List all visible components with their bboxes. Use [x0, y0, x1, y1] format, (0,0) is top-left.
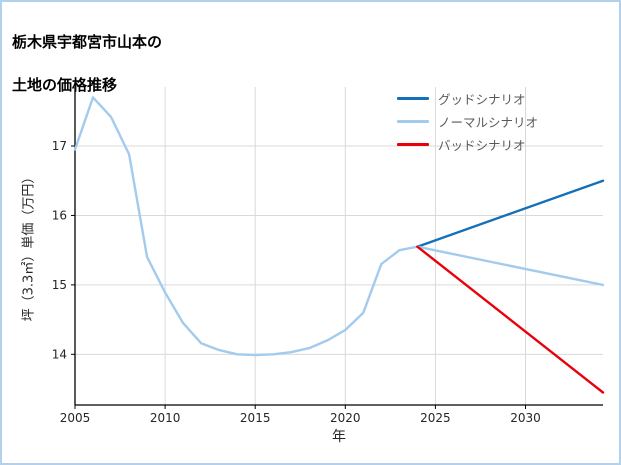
legend: グッドシナリオ ノーマルシナリオ バッドシナリオ	[397, 92, 539, 153]
x-tick-label: 2020	[330, 411, 361, 425]
legend-item-bad-scenario: バッドシナリオ	[397, 138, 538, 153]
normal-scenario-line-swatch	[397, 120, 429, 123]
y-tick-label: 15	[52, 278, 67, 292]
x-tick-label: 2025	[420, 411, 451, 425]
y-axis-label: 坪（3.3㎡）単価（万円）	[21, 170, 37, 322]
bad-scenario-line	[416, 245, 605, 394]
chart-title-line-1: 栃木県宇都宮市山本の	[12, 32, 163, 51]
normal-scenario-label: ノーマルシナリオ	[438, 115, 539, 130]
bad-scenario-line-swatch	[397, 143, 429, 146]
x-tick-label: 2005	[60, 411, 91, 425]
y-tick-label: 16	[52, 208, 67, 222]
chart-title: 栃木県宇都宮市山本の 土地の価格推移	[12, 10, 162, 119]
x-tick-label: 2010	[150, 411, 181, 425]
normal-scenario-line	[416, 245, 605, 287]
x-tick-label: 2015	[240, 411, 271, 425]
good-scenario-label: グッドシナリオ	[438, 92, 526, 107]
legend-item-normal-scenario: ノーマルシナリオ	[397, 115, 539, 130]
x-tick-label: 2030	[510, 411, 541, 425]
y-tick-label: 17	[52, 139, 67, 153]
history-scenario-line	[73, 96, 419, 357]
good-scenario-line	[416, 179, 605, 248]
legend-item-good-scenario: グッドシナリオ	[397, 92, 538, 107]
x-axis-label: 年	[332, 429, 346, 445]
y-tick-label: 14	[52, 347, 67, 361]
bad-scenario-label: バッドシナリオ	[438, 138, 526, 153]
good-scenario-line-swatch	[397, 97, 429, 100]
chart-title-line-2: 土地の価格推移	[12, 76, 118, 95]
